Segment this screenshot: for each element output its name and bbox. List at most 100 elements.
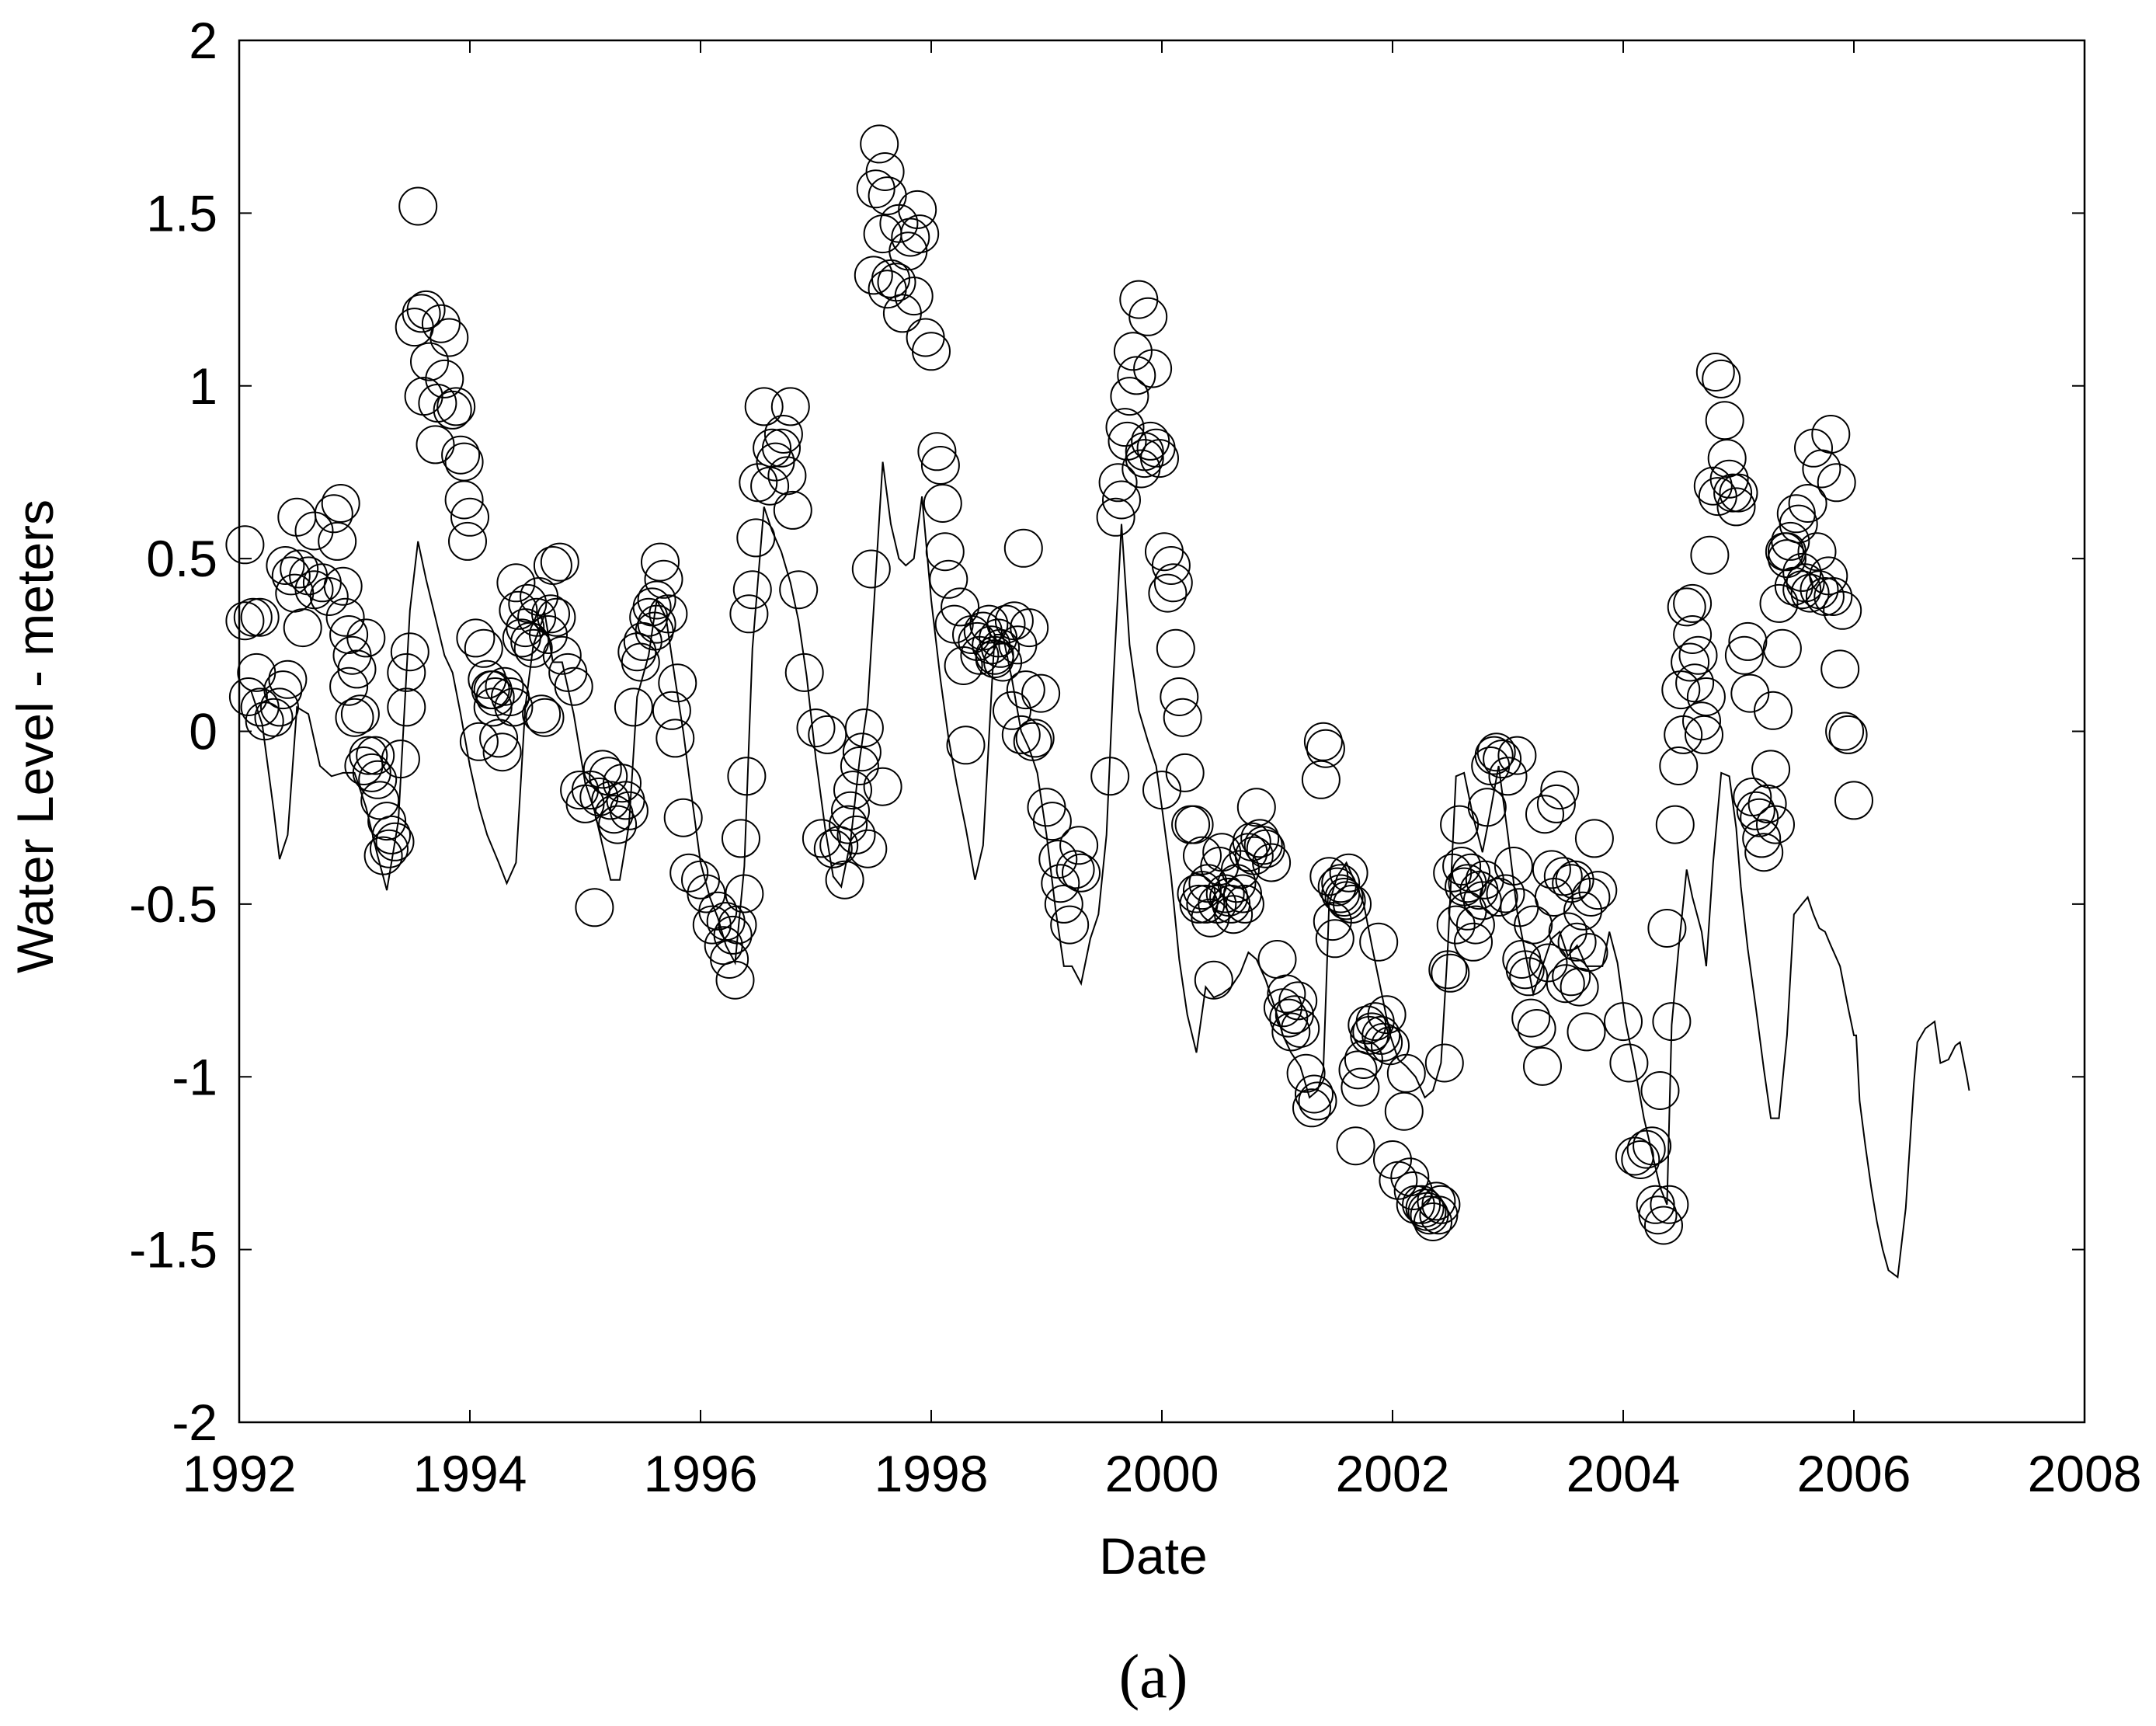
data-point-circle (340, 694, 380, 734)
data-point-circle (1494, 847, 1533, 886)
data-point-circle (598, 805, 638, 844)
data-point-circle (1693, 466, 1733, 506)
data-point-circle (614, 687, 653, 727)
data-point-circle (1303, 722, 1343, 761)
data-point-circle (1736, 791, 1775, 830)
data-point-circle (844, 708, 884, 748)
data-point-circle (508, 583, 548, 623)
data-point-circle (706, 902, 746, 941)
data-point-circle (1364, 1022, 1403, 1062)
data-point-circle (1298, 1081, 1337, 1121)
data-point-circle (1448, 864, 1487, 903)
data-point-circle (1110, 377, 1149, 416)
data-point-circle (1675, 663, 1715, 703)
data-point-circle (280, 549, 319, 589)
y-tick-label: -2 (172, 1394, 217, 1451)
data-point-circle (784, 652, 824, 692)
data-point-circle (1828, 715, 1868, 754)
data-point-circle (1165, 753, 1205, 792)
data-point-circle (1252, 843, 1292, 882)
data-point-circle (1834, 781, 1873, 820)
data-point-circle (410, 342, 449, 381)
data-point-circle (663, 798, 703, 837)
data-point-circle (1548, 912, 1587, 952)
data-point-circle (865, 152, 905, 191)
data-point-circle (1633, 1126, 1672, 1166)
data-point-circle (1476, 733, 1516, 772)
data-point-circle (1119, 280, 1159, 319)
data-point-circle (1217, 864, 1257, 903)
data-point-circle (1474, 736, 1514, 775)
data-point-circle (533, 546, 572, 585)
data-point-circle (1367, 995, 1407, 1035)
data-point-circle (1788, 484, 1827, 523)
data-point-circle (1160, 677, 1199, 716)
data-point-circle (1194, 960, 1233, 1000)
data-point-circle (1638, 1195, 1678, 1235)
data-point-circle (727, 757, 767, 796)
data-point-circle (522, 694, 562, 734)
data-point-circle (1779, 504, 1818, 544)
data-point-circle (1015, 719, 1055, 758)
data-point-circle (406, 290, 446, 329)
data-point-circle (448, 521, 487, 561)
data-point-circle (1128, 297, 1168, 336)
data-point-circle (898, 190, 937, 229)
data-point-circle (575, 888, 614, 927)
data-point-circle (1205, 874, 1245, 913)
data-point-circle (1286, 1053, 1326, 1093)
data-point-circle (946, 726, 986, 765)
data-point-circle (715, 960, 755, 1000)
model-line-series (249, 461, 1970, 1279)
data-point-circle (1428, 950, 1468, 990)
data-point-circle (1652, 1002, 1692, 1042)
data-point-circle (240, 597, 280, 637)
data-point-circle (729, 594, 769, 634)
data-point-circle (856, 169, 895, 209)
data-point-circle (641, 542, 680, 582)
data-point-circle (1148, 573, 1188, 613)
x-tick-label: 2008 (2028, 1445, 2142, 1502)
data-point-circle (225, 601, 265, 641)
data-point-circle (479, 719, 519, 758)
data-point-circle (1174, 805, 1214, 844)
data-point-circle (1125, 432, 1164, 472)
data-point-circle (329, 666, 369, 706)
data-point-circle (637, 580, 676, 620)
data-point-circle (1571, 878, 1611, 917)
data-point-circle (813, 829, 853, 868)
data-point-circle (1271, 1012, 1311, 1052)
data-point-circle (1003, 528, 1043, 568)
data-point-circle (1021, 673, 1061, 713)
data-point-circle (582, 750, 622, 789)
data-point-circle (1361, 1015, 1401, 1055)
data-point-circle (540, 542, 579, 582)
data-point-circle (1006, 670, 1045, 710)
data-point-circle (1041, 864, 1080, 903)
data-point-circle (1574, 819, 1614, 858)
data-point-circle (425, 359, 464, 398)
data-point-circle (1705, 401, 1744, 440)
data-point-circle (1156, 628, 1195, 668)
data-point-circle (1740, 798, 1779, 837)
data-point-circle (294, 570, 334, 610)
data-point-circle (1686, 677, 1726, 716)
data-point-circle (1359, 922, 1399, 962)
data-point-circle (1782, 570, 1822, 610)
data-point-circle (1511, 998, 1551, 1038)
data-point-circle (753, 428, 792, 468)
data-point-circle (1062, 853, 1101, 893)
data-point-circle (773, 490, 812, 530)
data-point-circle (925, 532, 965, 572)
data-point-circle (485, 666, 524, 706)
data-point-circle (1713, 473, 1753, 513)
data-point-circle (346, 618, 386, 658)
data-point-circle (1497, 736, 1537, 775)
data-point-circle (658, 663, 697, 703)
data-point-circle (1153, 563, 1193, 603)
data-point-circle (1719, 473, 1758, 513)
data-point-circle (266, 546, 305, 585)
data-point-circle (1640, 1071, 1680, 1110)
data-point-circle (360, 781, 400, 820)
data-point-circle (644, 559, 683, 599)
